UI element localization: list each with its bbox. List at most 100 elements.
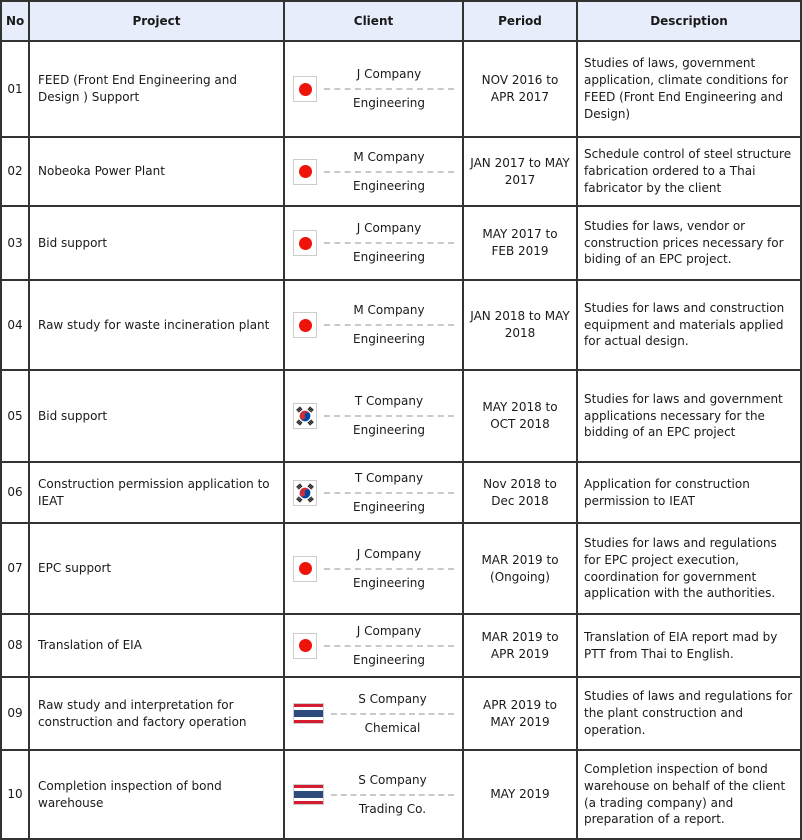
row-number: 02 bbox=[0, 136, 30, 207]
period-cell: MAY 2017 to FEB 2019 bbox=[462, 205, 578, 281]
row-number: 06 bbox=[0, 461, 30, 524]
client-divider bbox=[324, 567, 454, 570]
client-info: T Company Engineering bbox=[324, 470, 454, 516]
japan-flag-icon bbox=[293, 158, 317, 185]
period-cell: MAY 2018 to OCT 2018 bbox=[462, 369, 578, 463]
japan-flag-icon bbox=[293, 76, 317, 102]
table-row: 01 FEED (Front End Engineering and Desig… bbox=[0, 40, 802, 138]
project-cell: Construction permission application to I… bbox=[28, 461, 285, 524]
client-type: Engineering bbox=[353, 499, 425, 514]
client-type: Engineering bbox=[353, 575, 425, 590]
row-number: 04 bbox=[0, 279, 30, 371]
client-divider bbox=[331, 712, 454, 715]
client-company: T Company bbox=[354, 470, 424, 485]
table-row: 06 Construction permission application t… bbox=[0, 461, 802, 524]
client-cell: M Company Engineering bbox=[283, 136, 464, 207]
client-company: J Company bbox=[356, 623, 422, 638]
client-cell: J Company Engineering bbox=[283, 522, 464, 615]
period-cell: MAR 2019 to (Ongoing) bbox=[462, 522, 578, 615]
client-divider bbox=[324, 491, 454, 494]
project-cell: Bid support bbox=[28, 205, 285, 281]
client-cell: S Company Trading Co. bbox=[283, 749, 464, 840]
row-number: 05 bbox=[0, 369, 30, 463]
header-description: Description bbox=[576, 0, 802, 42]
table-row: 09 Raw study and interpretation for cons… bbox=[0, 676, 802, 751]
client-cell: J Company Engineering bbox=[283, 205, 464, 281]
client-info: M Company Engineering bbox=[324, 302, 454, 348]
japan-flag-icon bbox=[293, 555, 317, 582]
table-row: 07 EPC support J Company Engineering MAR… bbox=[0, 522, 802, 615]
project-cell: Bid support bbox=[28, 369, 285, 463]
table-header-row: No Project Client Period Description bbox=[0, 0, 802, 42]
period-cell: Nov 2018 to Dec 2018 bbox=[462, 461, 578, 524]
south-korea-flag-icon bbox=[293, 479, 317, 506]
client-divider bbox=[324, 242, 454, 244]
project-cell: Completion inspection of bond warehouse bbox=[28, 749, 285, 840]
header-project: Project bbox=[28, 0, 285, 42]
client-company: M Company bbox=[353, 149, 425, 164]
project-cell: EPC support bbox=[28, 522, 285, 615]
description-cell: Application for construction permission … bbox=[576, 461, 802, 524]
japan-flag-icon bbox=[293, 632, 317, 659]
client-type: Engineering bbox=[353, 423, 425, 437]
client-company: J Company bbox=[356, 546, 422, 561]
client-info: T Company Engineering bbox=[324, 393, 454, 439]
header-client: Client bbox=[283, 0, 464, 42]
client-info: S Company Chemical bbox=[331, 691, 454, 737]
client-divider bbox=[324, 170, 454, 173]
description-cell: Studies of laws, government application,… bbox=[576, 40, 802, 138]
description-cell: Schedule control of steel structure fabr… bbox=[576, 136, 802, 207]
period-cell: JAN 2017 to MAY 2017 bbox=[462, 136, 578, 207]
table-row: 08 Translation of EIA J Company Engineer… bbox=[0, 613, 802, 678]
row-number: 01 bbox=[0, 40, 30, 138]
project-cell: FEED (Front End Engineering and Design )… bbox=[28, 40, 285, 138]
description-cell: Studies for laws, vendor or construction… bbox=[576, 205, 802, 281]
description-cell: Studies for laws and construction equipm… bbox=[576, 279, 802, 371]
period-cell: NOV 2016 to APR 2017 bbox=[462, 40, 578, 138]
client-cell: T Company Engineering bbox=[283, 369, 464, 463]
client-type: Trading Co. bbox=[358, 801, 427, 816]
client-cell: T Company Engineering bbox=[283, 461, 464, 524]
client-company: S Company bbox=[358, 772, 427, 787]
header-period: Period bbox=[462, 0, 578, 42]
client-divider bbox=[331, 793, 454, 796]
client-type: Engineering bbox=[353, 178, 425, 193]
client-cell: J Company Engineering bbox=[283, 40, 464, 138]
client-type: Chemical bbox=[364, 720, 421, 735]
table-row: 05 Bid support bbox=[0, 369, 802, 463]
thailand-flag-icon bbox=[293, 703, 324, 724]
project-cell: Translation of EIA bbox=[28, 613, 285, 678]
period-cell: JAN 2018 to MAY 2018 bbox=[462, 279, 578, 371]
client-type: Engineering bbox=[353, 332, 425, 346]
client-type: Engineering bbox=[353, 96, 425, 110]
row-number: 03 bbox=[0, 205, 30, 281]
client-company: T Company bbox=[354, 394, 424, 409]
description-cell: Studies of laws and regulations for the … bbox=[576, 676, 802, 751]
client-divider bbox=[324, 88, 454, 90]
table-body: 01 FEED (Front End Engineering and Desig… bbox=[0, 40, 802, 840]
client-cell: M Company Engineering bbox=[283, 279, 464, 371]
client-company: M Company bbox=[353, 303, 425, 318]
description-cell: Studies for laws and regulations for EPC… bbox=[576, 522, 802, 615]
south-korea-flag-icon bbox=[293, 403, 317, 429]
client-type: Engineering bbox=[353, 652, 425, 667]
table-row: 02 Nobeoka Power Plant M Company Enginee… bbox=[0, 136, 802, 207]
description-cell: Completion inspection of bond warehouse … bbox=[576, 749, 802, 840]
thailand-flag-icon bbox=[293, 784, 324, 805]
client-info: J Company Engineering bbox=[324, 623, 454, 669]
project-cell: Nobeoka Power Plant bbox=[28, 136, 285, 207]
client-company: S Company bbox=[358, 691, 427, 706]
client-type: Engineering bbox=[353, 250, 425, 264]
period-cell: MAY 2019 bbox=[462, 749, 578, 840]
description-cell: Studies for laws and government applicat… bbox=[576, 369, 802, 463]
client-cell: S Company Chemical bbox=[283, 676, 464, 751]
row-number: 10 bbox=[0, 749, 30, 840]
client-info: J Company Engineering bbox=[324, 220, 454, 266]
client-divider bbox=[324, 644, 454, 647]
client-info: M Company Engineering bbox=[324, 149, 454, 195]
table-row: 04 Raw study for waste incineration plan… bbox=[0, 279, 802, 371]
client-info: J Company Engineering bbox=[324, 546, 454, 592]
client-info: S Company Trading Co. bbox=[331, 772, 454, 818]
japan-flag-icon bbox=[293, 230, 317, 256]
period-cell: MAR 2019 to APR 2019 bbox=[462, 613, 578, 678]
